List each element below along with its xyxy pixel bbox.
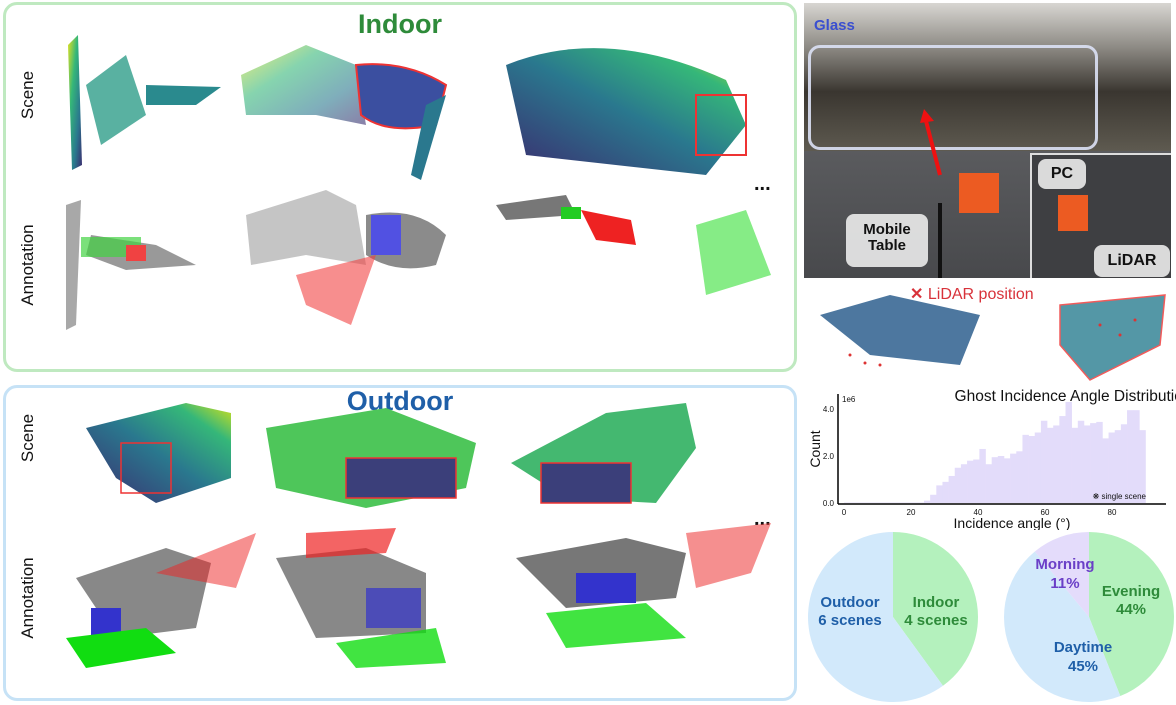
- hist-bar: [960, 464, 968, 503]
- hist-bar: [973, 459, 980, 503]
- pc-label: PC: [1038, 159, 1086, 189]
- hist-annotation: ❋ single scene: [1093, 492, 1147, 501]
- outdoor-point-clouds: [66, 403, 771, 668]
- hist-bar: [1114, 430, 1122, 503]
- hist-bar: [1127, 410, 1134, 503]
- outdoor-annotation-1: [66, 533, 256, 668]
- ellipsis: ...: [754, 173, 771, 195]
- hist-bar: [1096, 421, 1103, 503]
- lidar-position-label: LiDAR position: [927, 286, 1034, 303]
- lidar-position-legend: ✕ LiDAR position: [910, 284, 1034, 304]
- glass-label: Glass: [814, 17, 855, 34]
- hist-bar: [936, 485, 943, 503]
- indoor-annotation-3: [496, 195, 771, 295]
- indoor-panel: Indoor Scene Annotation ...: [3, 2, 797, 372]
- setup-photo: Glass PC Mobile Table LiDAR: [804, 3, 1171, 278]
- hist-bar: [979, 448, 986, 503]
- pie-slice-evening: [1089, 532, 1174, 697]
- hist-bar: [1010, 453, 1017, 503]
- hist-ylabel: Count: [807, 430, 823, 467]
- indoor-scene-2: [241, 45, 448, 180]
- hist-bar: [967, 460, 974, 503]
- outdoor-panel: Outdoor Scene Annotation ...: [3, 385, 797, 701]
- hist-bar: [954, 467, 962, 503]
- y-tick-label: 0.0: [823, 499, 835, 508]
- indoor-title: Indoor: [358, 9, 442, 39]
- hist-bar: [1133, 410, 1140, 503]
- x-marker-icon: ✕: [910, 286, 924, 303]
- lidar-position-clouds: [820, 294, 1166, 381]
- mobile-table-label: Mobile Table: [846, 214, 928, 267]
- x-tick-label: 20: [907, 508, 916, 517]
- indoor-scene-3: [506, 48, 747, 175]
- pie2-daytime-label: Daytime: [1054, 639, 1112, 656]
- pie1-outdoor-label: Outdoor: [820, 594, 879, 611]
- indoor-point-clouds: [66, 35, 771, 330]
- outdoor-title: Outdoor: [346, 386, 454, 416]
- hist-bar: [942, 481, 949, 503]
- indoor-annotation-1: [66, 200, 196, 330]
- hist-bar: [1059, 416, 1066, 503]
- hist-bar: [1022, 434, 1029, 503]
- pie2-evening-sub: 44%: [1116, 601, 1146, 618]
- pie-slice-outdoor: [808, 532, 943, 702]
- pie-charts: Outdoor 6 scenes Indoor 4 scenes Morning…: [808, 532, 1174, 702]
- hist-bar: [985, 464, 992, 503]
- pie2-morning-sub: 11%: [1050, 575, 1079, 592]
- x-tick-label: 40: [974, 508, 983, 517]
- hist-bar: [1090, 423, 1097, 503]
- x-tick-label: 0: [842, 508, 847, 517]
- indoor-scene-1: [68, 35, 221, 170]
- pie1-outdoor-sub: 6 scenes: [818, 612, 881, 629]
- pie2-morning-label: Morning: [1035, 556, 1094, 573]
- hist-bar: [1053, 425, 1060, 503]
- hist-bar: [1108, 432, 1116, 503]
- glass-outline: [808, 45, 1098, 150]
- hist-bar: [930, 494, 937, 503]
- hist-bar: [1120, 424, 1128, 503]
- indoor-annotation-2: [246, 190, 446, 325]
- direction-arrow-icon: [920, 109, 999, 278]
- hist-bar: [1028, 436, 1036, 503]
- hist-yscale: 1e6: [842, 395, 856, 404]
- x-tick-label: 60: [1041, 508, 1050, 517]
- outdoor-scene-3: [511, 403, 696, 504]
- hist-bar: [997, 456, 1005, 503]
- hist-bar: [1102, 438, 1109, 503]
- hist-bar: [1071, 427, 1079, 503]
- outdoor-scene-1: [86, 403, 231, 503]
- pie-slice-daytime: [1004, 551, 1121, 702]
- hist-bar: [1003, 458, 1011, 503]
- hist-bar: [1077, 420, 1085, 503]
- pie1-indoor-label: Indoor: [913, 594, 960, 611]
- hist-bar: [991, 457, 999, 503]
- hist-title: Ghost Incidence Angle Distribution: [955, 388, 1176, 405]
- pie-slice-morning: [1034, 532, 1089, 617]
- hist-bar: [1139, 430, 1146, 503]
- pie-slice-indoor: [893, 532, 978, 686]
- outdoor-annotation-3: [516, 523, 771, 648]
- outdoor-scene-2: [266, 408, 476, 508]
- hist-bar: [1040, 420, 1048, 503]
- hist-bar: [1016, 451, 1023, 503]
- pie2-daytime-sub: 45%: [1068, 658, 1098, 675]
- y-tick-label: 4.0: [823, 405, 835, 414]
- outdoor-annotation-2: [276, 528, 446, 668]
- hist-bar: [1083, 425, 1091, 503]
- incidence-histogram: 0 20 40 60 80 0.0 2.0 4.0 Ghost Incidence Angle…: [807, 388, 1176, 530]
- hist-bar: [1065, 401, 1072, 503]
- lidar-label: LiDAR: [1094, 245, 1170, 277]
- pie1-indoor-sub: 4 scenes: [904, 612, 967, 629]
- hist-bar: [923, 500, 931, 503]
- hist-xlabel: Incidence angle (°): [954, 515, 1071, 530]
- hist-bar: [948, 475, 956, 503]
- hist-bar: [1034, 432, 1042, 503]
- hist-bar: [1047, 427, 1054, 503]
- pie2-evening-label: Evening: [1102, 583, 1160, 600]
- y-tick-label: 2.0: [823, 452, 835, 461]
- x-tick-label: 80: [1108, 508, 1117, 517]
